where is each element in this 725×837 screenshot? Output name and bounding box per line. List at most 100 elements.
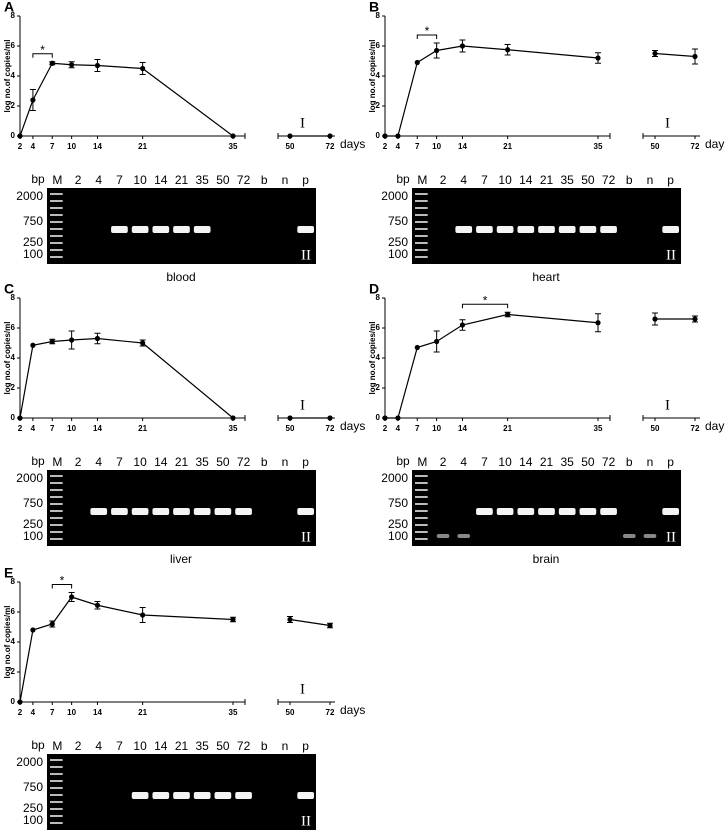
ladder-band: [415, 517, 428, 519]
gel-lane-label: 14: [154, 455, 168, 469]
gel-bp-label: bp: [31, 738, 45, 752]
y-tick-label: 6: [11, 41, 16, 50]
x-tick-label: 50: [286, 424, 295, 433]
gel-lane-label: M: [417, 173, 427, 187]
x-tick-label: 2: [383, 424, 388, 433]
gel-band: [476, 226, 493, 233]
point: [17, 699, 23, 705]
point: [327, 415, 333, 421]
gel-lane-label: 2: [75, 739, 82, 753]
x-axis-label: days: [340, 137, 365, 151]
point: [652, 316, 658, 322]
gel-lane-label: 4: [95, 739, 102, 753]
gel-band: [496, 226, 514, 233]
x-tick-label: 21: [503, 142, 512, 151]
point: [230, 133, 236, 139]
point: [17, 133, 23, 139]
gel-band: [152, 792, 170, 799]
gel-lane-label: b: [261, 739, 268, 753]
gel-lane-label: M: [52, 739, 62, 753]
panel-letter: B: [369, 0, 379, 15]
ladder-band: [415, 482, 428, 484]
gel-lane-label: 72: [237, 173, 251, 187]
y-tick-label: 4: [376, 71, 381, 80]
ladder-band: [415, 496, 428, 498]
ladder-band: [50, 759, 63, 761]
ladder-band: [50, 242, 63, 244]
y-tick-label: 0: [11, 413, 16, 422]
x-tick-label: 4: [31, 708, 36, 717]
y-tick-label: 2: [11, 383, 16, 392]
ladder-band: [415, 249, 428, 251]
y-tick-label: 8: [376, 11, 381, 20]
gel-lane-label: 50: [216, 739, 230, 753]
x-axis-label: days: [340, 703, 365, 717]
point: [692, 53, 698, 60]
y-axis-label: log no.of copies/ml: [3, 322, 12, 395]
gel-band: [235, 792, 252, 799]
ladder-band: [415, 503, 428, 505]
gel-band: [517, 508, 535, 515]
point: [692, 316, 698, 322]
point: [230, 616, 236, 623]
point: [30, 97, 36, 103]
ladder-band: [415, 524, 428, 526]
x-axis-label: days: [705, 137, 725, 151]
gel-lane-label: n: [282, 173, 289, 187]
gel-lane-label: n: [647, 455, 654, 469]
ladder-band: [415, 193, 428, 195]
y-tick-label: 6: [376, 323, 381, 332]
gel-band: [193, 508, 211, 515]
gel-marker-label: 750: [23, 780, 43, 794]
gel-lane-label: 21: [175, 173, 189, 187]
chart-roman: I: [665, 115, 670, 131]
gel-marker-label: 250: [388, 517, 408, 531]
x-tick-label: 72: [326, 424, 335, 433]
x-tick-label: 21: [138, 142, 147, 151]
point: [69, 594, 75, 600]
ladder-band: [415, 221, 428, 223]
ladder-band: [50, 214, 63, 216]
gel-marker-label: 100: [388, 247, 408, 261]
significance-mark: *: [483, 293, 488, 307]
gel-band: [496, 508, 514, 515]
ladder-band: [50, 780, 63, 782]
gel-band: [152, 226, 170, 233]
y-axis-label: log no.of copies/ml: [368, 40, 377, 113]
point: [49, 338, 55, 345]
gel-lane-label: b: [261, 173, 268, 187]
y-tick-label: 0: [11, 131, 16, 140]
line: [19, 62, 234, 137]
gel-lane-label: 4: [460, 173, 467, 187]
x-tick-label: 50: [286, 708, 295, 717]
ladder-band: [50, 193, 63, 195]
x-tick-label: 50: [651, 142, 660, 151]
ladder-band: [50, 538, 63, 540]
gel-lane-label: p: [302, 173, 309, 187]
x-tick-label: 14: [93, 142, 102, 151]
x-tick-label: 4: [31, 424, 36, 433]
x-tick-label: 2: [18, 708, 23, 717]
gel-lane-label: 4: [460, 455, 467, 469]
point: [652, 50, 658, 57]
point: [395, 415, 401, 421]
point: [434, 338, 440, 345]
gel-tissue: liver: [170, 552, 192, 566]
ladder-band: [415, 489, 428, 491]
gel-marker-label: 250: [23, 517, 43, 531]
x-tick-label: 50: [651, 424, 660, 433]
gel-bp-label: bp: [396, 454, 410, 468]
y-tick-label: 8: [11, 293, 16, 302]
point: [287, 415, 293, 421]
gel-lane-label: n: [647, 173, 654, 187]
gel-marker-label: 2000: [16, 189, 43, 203]
ladder-band: [50, 482, 63, 484]
line: [385, 45, 599, 137]
ladder-band: [415, 538, 428, 540]
point: [49, 60, 55, 66]
gel-lane-label: 10: [498, 173, 512, 187]
x-tick-label: 21: [138, 708, 147, 717]
x-tick-label: 7: [415, 142, 420, 151]
chart-roman: I: [665, 397, 670, 413]
point: [49, 621, 55, 627]
